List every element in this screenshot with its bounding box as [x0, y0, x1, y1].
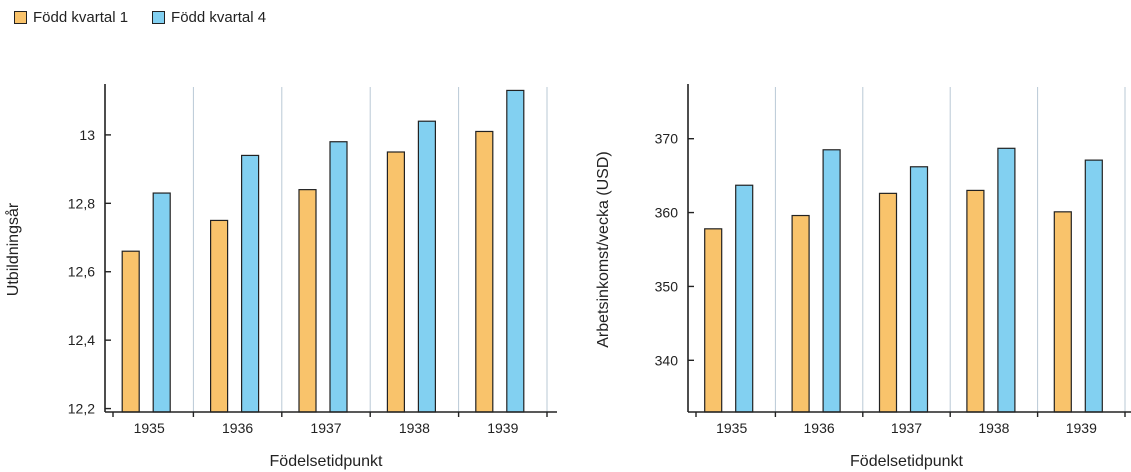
left-bar-q4-1937: [329, 141, 348, 413]
right-ytick-label: 370: [655, 131, 679, 147]
legend-label-q1: Född kvartal 1: [33, 9, 129, 26]
right-y-axis-title: Arbetsinkomst/vecka (USD): [595, 151, 612, 348]
right-bar-q1-1936: [791, 214, 810, 413]
left-xtick-label: 1938: [399, 420, 430, 436]
legend-item-q1: Född kvartal 1: [14, 9, 128, 26]
right-bar-q1-1939: [1053, 211, 1072, 413]
left-bar-q4-1938: [417, 120, 436, 413]
right-bar-q1-1935: [704, 228, 723, 413]
education-years-chart: 12,2 12,4 12,6 12,8 13 1935 1936 1937 1938 1939 Fö…: [4, 84, 557, 470]
right-ytick-label: 340: [655, 352, 679, 368]
left-bar-q1-1938: [386, 151, 405, 413]
right-xtick-label: 1938: [978, 420, 1009, 436]
left-bar-q1-1936: [210, 219, 229, 413]
right-bar-q1-1937: [878, 192, 898, 413]
legend-swatch-q1: [14, 11, 27, 24]
left-xtick-label: 1937: [310, 420, 341, 436]
left-ytick-label: 12,2: [68, 401, 95, 417]
right-bar-q4-1938: [997, 147, 1016, 413]
left-xtick-label: 1935: [134, 420, 165, 436]
left-bar-q4-1939: [506, 89, 525, 413]
left-bar-q1-1939: [475, 130, 494, 413]
legend-swatch-q4: [152, 11, 166, 24]
right-xtick-label: 1935: [716, 420, 747, 436]
left-ytick-label: 12,8: [68, 195, 95, 211]
right-bar-q4-1939: [1084, 159, 1103, 413]
legend-item-q4: Född kvartal 4: [152, 9, 266, 26]
weekly-earnings-chart: 340 350 360 370 1935 1936 1937 1938 1939 Födelset…: [595, 84, 1131, 470]
right-ytick-label: 360: [655, 205, 679, 221]
right-bar-q4-1935: [735, 184, 754, 413]
left-ytick-label: 12,4: [68, 332, 95, 348]
left-bar-q1-1935: [121, 250, 140, 413]
right-xtick-label: 1936: [804, 420, 835, 436]
left-ytick-label: 13: [79, 127, 95, 143]
right-xtick-label: 1939: [1066, 420, 1097, 436]
legend: Född kvartal 1 Född kvartal 4: [14, 9, 266, 26]
right-bar-q4-1937: [909, 166, 929, 413]
legend-label-q4: Född kvartal 4: [171, 9, 267, 26]
right-xtick-label: 1937: [891, 420, 922, 436]
left-xtick-label: 1939: [487, 420, 518, 436]
left-x-axis-title: Födelsetidpunkt: [270, 453, 384, 470]
left-y-axis-title: Utbildningsår: [4, 202, 22, 296]
left-bar-q4-1936: [241, 154, 260, 413]
left-bar-q4-1935: [152, 192, 171, 413]
right-x-axis-title: Födelsetidpunkt: [850, 453, 964, 470]
right-ytick-label: 350: [655, 278, 679, 294]
left-ytick-label: 12,6: [68, 264, 95, 280]
left-bar-q1-1937: [298, 189, 317, 413]
right-bar-q1-1938: [966, 189, 985, 413]
left-xtick-label: 1936: [222, 420, 253, 436]
right-bar-q4-1936: [822, 149, 841, 413]
